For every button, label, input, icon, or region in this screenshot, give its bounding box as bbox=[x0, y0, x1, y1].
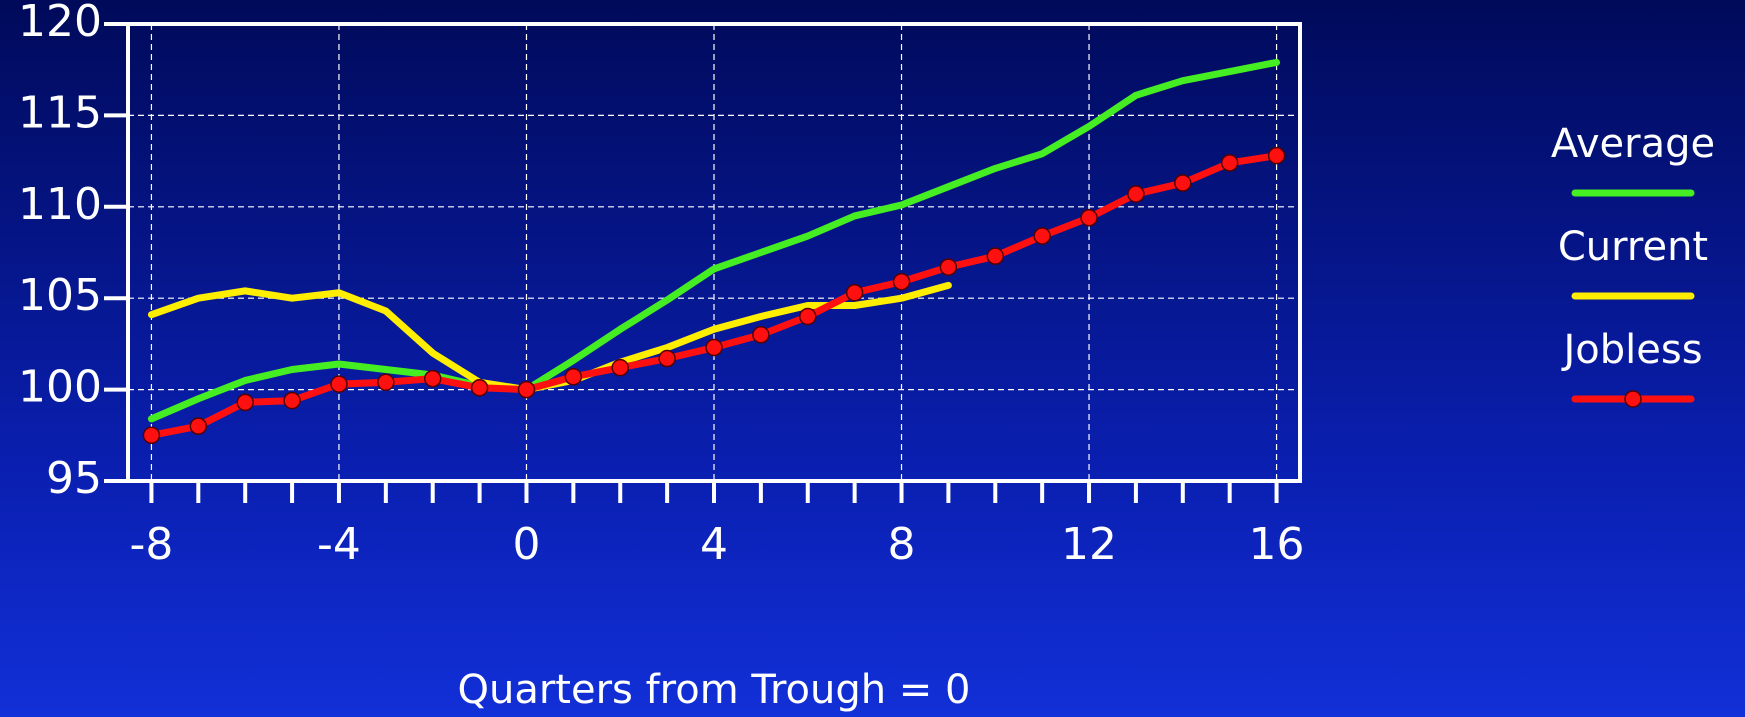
series-marker bbox=[1127, 185, 1145, 203]
series-marker bbox=[939, 258, 958, 276]
x-tick-label: -4 bbox=[317, 519, 361, 570]
y-tick-label: 110 bbox=[18, 179, 102, 230]
series-marker bbox=[705, 338, 723, 357]
series-marker bbox=[189, 417, 208, 435]
y-tick-label: 115 bbox=[18, 87, 102, 138]
series-marker bbox=[799, 307, 817, 326]
series-marker bbox=[1267, 146, 1286, 165]
legend-label: Jobless bbox=[1560, 327, 1702, 373]
series-marker bbox=[377, 373, 395, 392]
series-marker bbox=[752, 326, 770, 344]
legend-marker bbox=[1624, 390, 1642, 408]
y-tick-label: 105 bbox=[18, 270, 102, 321]
x-tick-label: 8 bbox=[888, 519, 916, 570]
series-marker bbox=[845, 283, 864, 302]
series-marker bbox=[330, 375, 348, 393]
x-tick-label: 16 bbox=[1249, 519, 1305, 570]
series-line bbox=[147, 58, 1281, 423]
series-marker bbox=[470, 379, 489, 397]
y-tick-label: 100 bbox=[18, 362, 102, 413]
x-tick-label: -8 bbox=[130, 519, 174, 570]
x-tick-label: 4 bbox=[700, 519, 728, 570]
y-tick-label: 95 bbox=[46, 453, 102, 504]
plot-frame bbox=[126, 22, 1302, 483]
series-marker bbox=[1080, 209, 1098, 227]
x-tick-label: 0 bbox=[512, 519, 540, 570]
legend-label: Average bbox=[1551, 121, 1715, 167]
series-marker bbox=[658, 349, 676, 368]
series-marker bbox=[892, 272, 911, 291]
series-marker bbox=[236, 393, 254, 412]
series-marker bbox=[1174, 174, 1192, 192]
series-marker bbox=[564, 368, 583, 386]
x-axis-label: Quarters from Trough = 0 bbox=[458, 667, 971, 713]
y-tick-label: 120 bbox=[18, 0, 102, 47]
series-marker bbox=[1033, 227, 1051, 245]
series-marker bbox=[1220, 154, 1239, 172]
series-marker bbox=[423, 369, 442, 388]
series-marker bbox=[142, 426, 161, 445]
legend-label: Current bbox=[1558, 224, 1708, 270]
x-tick-label: 12 bbox=[1061, 519, 1117, 570]
series-marker bbox=[611, 358, 629, 377]
series-marker bbox=[283, 391, 301, 410]
series-marker bbox=[986, 247, 1005, 265]
series-marker bbox=[517, 380, 536, 399]
